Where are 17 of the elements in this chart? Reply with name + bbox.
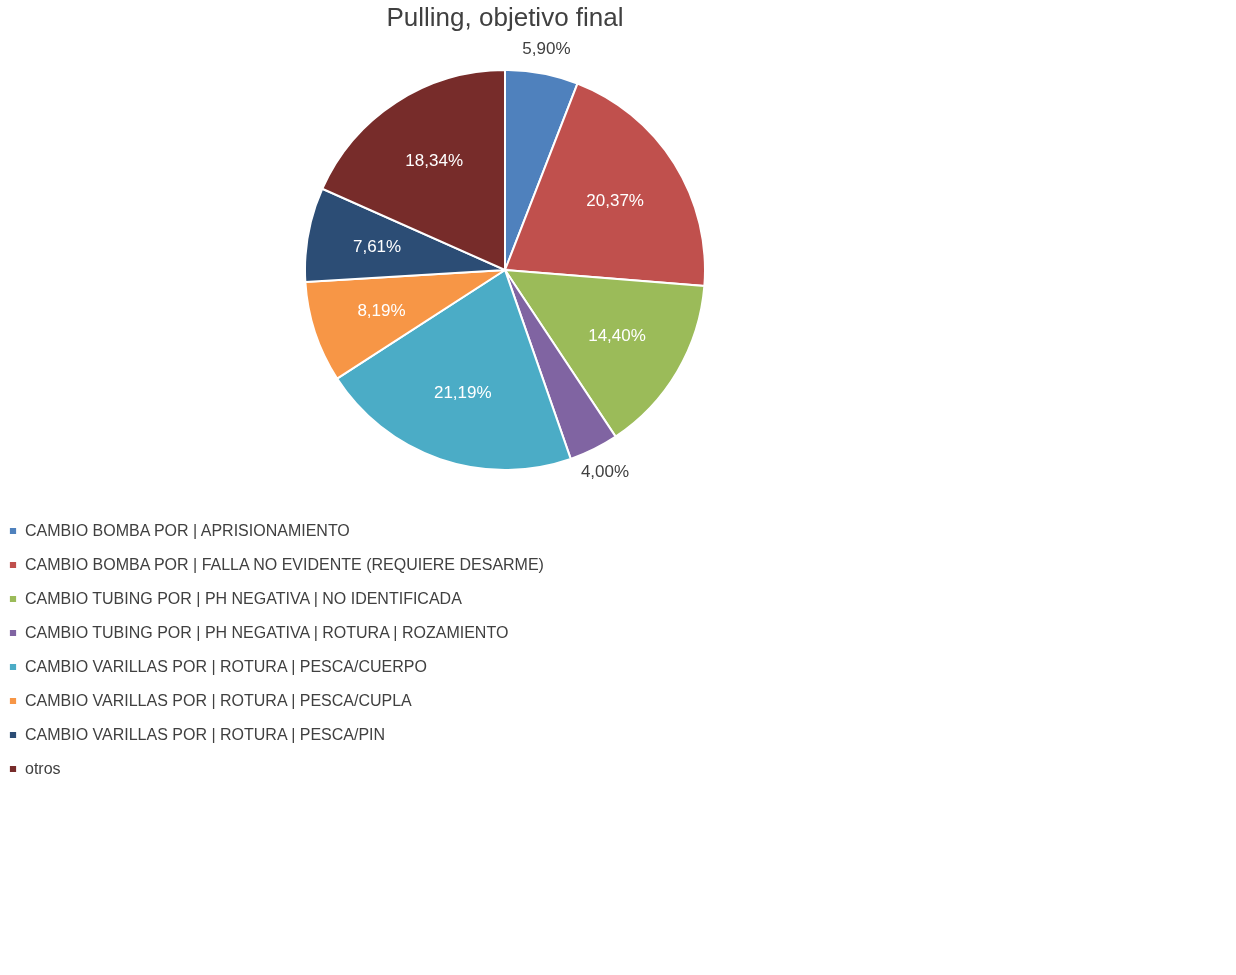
legend-label: CAMBIO VARILLAS POR | ROTURA | PESCA/CUPLA: [25, 692, 413, 709]
data-label: 18,34%: [405, 150, 464, 170]
data-label: 14,40%: [588, 325, 646, 345]
data-label: 8,19%: [357, 300, 406, 320]
legend-label: CAMBIO VARILLAS POR | ROTURA | PESCA/PIN: [25, 726, 386, 743]
legend-label: CAMBIO BOMBA POR | APRISIONAMIENTO: [25, 522, 350, 539]
legend-label: CAMBIO TUBING POR | PH NEGATIVA | ROTURA | ROZAMIENTO: [25, 624, 509, 641]
data-label: 21,19%: [433, 382, 492, 402]
data-label: 7,61%: [352, 236, 402, 256]
legend-label: CAMBIO TUBING POR | PH NEGATIVA | NO IDENTIFICADA: [25, 590, 463, 607]
legend-label: otros: [25, 760, 61, 777]
data-label: 4,00%: [580, 461, 630, 481]
chart-title: Pulling, objetivo final: [386, 2, 624, 32]
data-label: 20,37%: [586, 190, 644, 210]
legend-label: CAMBIO BOMBA POR | FALLA NO EVIDENTE (REQUIERE DESARME): [25, 556, 544, 573]
legend-label: CAMBIO VARILLAS POR | ROTURA | PESCA/CUERPO: [25, 658, 427, 675]
data-label: 5,90%: [522, 38, 571, 58]
